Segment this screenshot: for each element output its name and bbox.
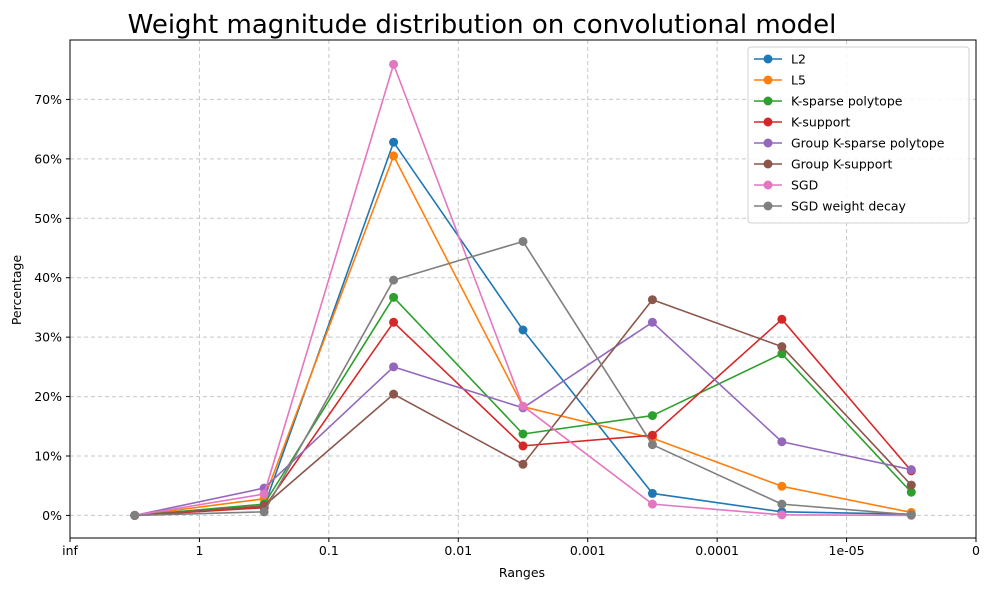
data-point [906, 510, 916, 520]
legend-item: Group K-sparse polytope [754, 136, 945, 151]
data-point [647, 430, 657, 440]
data-point [647, 499, 657, 509]
legend-item: K-sparse polytope [754, 94, 903, 109]
data-point [259, 489, 269, 499]
legend-label: SGD weight decay [791, 199, 906, 214]
data-point [777, 349, 787, 359]
data-point [389, 151, 399, 161]
data-point [130, 510, 140, 520]
legend-marker [763, 180, 773, 190]
legend-label: K-support [791, 115, 850, 130]
legend-marker [763, 54, 773, 64]
y-tick-label: 50% [34, 211, 62, 226]
chart-title: Weight magnitude distribution on convolu… [128, 10, 837, 40]
x-tick-label: 0.001 [570, 543, 606, 558]
legend-item: SGD weight decay [754, 199, 906, 214]
legend-label: K-sparse polytope [791, 94, 903, 109]
legend-label: L2 [791, 52, 806, 67]
y-tick-label: 40% [34, 270, 62, 285]
series-line [134, 240, 912, 517]
y-tick-label: 30% [34, 330, 62, 345]
data-point [259, 507, 269, 517]
data-point [906, 480, 916, 490]
legend-label: Group K-sparse polytope [791, 136, 945, 151]
data-point [389, 59, 399, 69]
data-point [777, 481, 787, 491]
x-tick-label: 1 [195, 543, 203, 558]
data-point [518, 441, 528, 451]
x-tick-label: 0.0001 [695, 543, 739, 558]
y-tick-label: 70% [34, 92, 62, 107]
data-point [518, 459, 528, 469]
data-point [777, 342, 787, 352]
x-tick-label: inf [62, 543, 78, 558]
legend-item: Group K-support [754, 157, 893, 172]
data-point [647, 488, 657, 498]
data-point [518, 236, 528, 246]
legend: L2 L5 K-sparse polytope K-support Group K-sp… [747, 46, 970, 224]
data-point [647, 317, 657, 327]
x-tick-label: 0.1 [319, 543, 339, 558]
legend-item: L5 [754, 73, 806, 88]
y-tick-label: 10% [34, 448, 62, 463]
y-axis-label: Percentage [9, 255, 24, 326]
legend-item: K-support [754, 115, 850, 130]
data-point [777, 499, 787, 509]
data-point [389, 317, 399, 327]
data-point [777, 437, 787, 447]
data-point [389, 389, 399, 399]
series-sgd-weight-decay [130, 236, 916, 520]
legend-marker [763, 138, 773, 148]
data-point [647, 295, 657, 305]
series-group [130, 59, 916, 520]
legend-item: SGD [754, 178, 818, 193]
series-line [134, 321, 912, 517]
y-tick-label: 20% [34, 389, 62, 404]
data-point [777, 314, 787, 324]
y-tick-label: 60% [34, 151, 62, 166]
data-point [389, 275, 399, 285]
data-point [777, 510, 787, 520]
legend-marker [763, 159, 773, 169]
legend-marker [763, 117, 773, 127]
legend-marker [763, 75, 773, 85]
data-point [389, 362, 399, 372]
legend-marker [763, 201, 773, 211]
x-tick-label: 1e-05 [829, 543, 865, 558]
series-line [134, 318, 912, 517]
x-tick-label: 0.01 [444, 543, 472, 558]
y-tick-label: 0% [42, 508, 62, 523]
data-point [518, 401, 528, 411]
data-point [389, 292, 399, 302]
legend-label: SGD [791, 178, 818, 193]
data-point [389, 137, 399, 147]
data-point [518, 429, 528, 439]
data-point [518, 325, 528, 335]
legend-label: L5 [791, 73, 806, 88]
x-tick-label: 0 [972, 543, 980, 558]
data-point [647, 411, 657, 421]
data-point [906, 487, 916, 497]
legend-box [747, 46, 970, 224]
legend-label: Group K-support [791, 157, 893, 172]
x-axis-label: Ranges [499, 565, 545, 580]
legend-item: L2 [754, 52, 806, 67]
axis-ticks: inf 1 0.1 0.01 0.001 0.0001 1e-05 0 0% 10% 20% 30% 4… [34, 92, 980, 558]
data-point [647, 440, 657, 450]
data-point [906, 465, 916, 475]
legend-marker [763, 96, 773, 106]
plot-area-frame [69, 39, 977, 539]
